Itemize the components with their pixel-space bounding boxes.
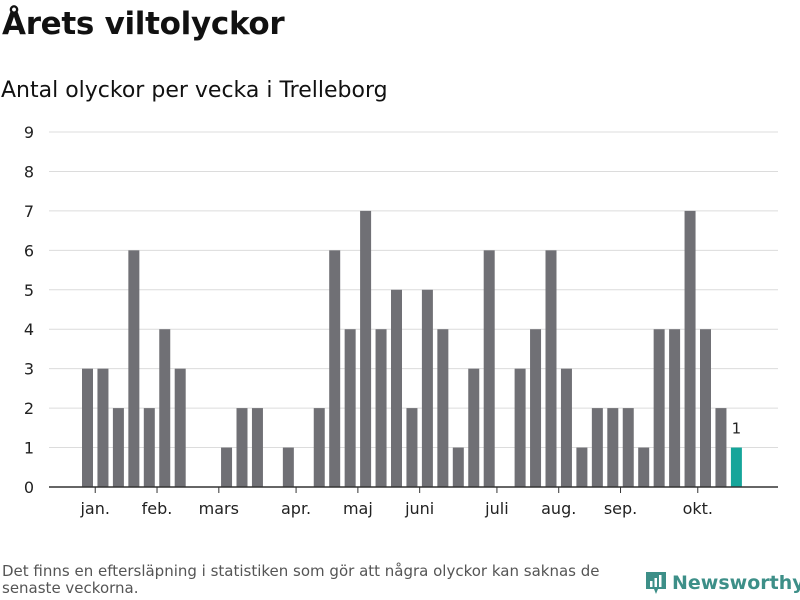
bar <box>391 289 402 487</box>
bar <box>421 289 433 487</box>
brand-name: Newsworthy <box>672 572 800 594</box>
chart-title: Årets viltolyckor <box>2 6 285 42</box>
bar <box>282 447 294 487</box>
bar <box>638 447 650 487</box>
bar <box>530 329 542 487</box>
x-tick-label: juli <box>484 499 508 518</box>
x-tick-label: feb. <box>142 499 173 518</box>
y-tick-label: 5 <box>24 281 34 300</box>
y-tick-label: 7 <box>24 202 34 221</box>
bar <box>700 329 711 487</box>
x-tick-label: apr. <box>281 499 311 518</box>
bar <box>622 408 634 487</box>
y-tick-label: 6 <box>24 241 34 260</box>
bar <box>97 368 109 487</box>
x-tick-label: okt. <box>683 499 713 518</box>
bar <box>251 408 263 487</box>
bar <box>329 250 341 487</box>
y-tick-label: 1 <box>24 439 34 458</box>
bar <box>128 250 140 487</box>
x-tick-label: maj <box>343 499 373 518</box>
bar <box>82 368 93 487</box>
bar <box>236 408 248 487</box>
x-tick-label: juni <box>404 499 434 518</box>
y-tick-label: 9 <box>24 123 34 142</box>
brand-logo[interactable]: Newsworthy <box>644 570 800 596</box>
chart-subtitle: Antal olyckor per vecka i Trelleborg <box>1 78 388 103</box>
bar <box>607 408 619 487</box>
bar <box>360 210 372 487</box>
bar <box>143 408 155 487</box>
newsworthy-chart-icon <box>646 572 666 594</box>
bar <box>576 447 588 487</box>
bar-chart: 0 1 2 3 4 5 6 7 8 9 1 jan. feb. mars apr. maj juni juli au… <box>24 123 778 518</box>
bar <box>669 329 681 487</box>
bar <box>715 408 727 487</box>
bar <box>591 408 603 487</box>
x-tick-label: aug. <box>541 499 576 518</box>
y-tick-label: 0 <box>24 478 34 497</box>
bar <box>174 368 186 487</box>
x-tick-label: sep. <box>604 499 637 518</box>
bar <box>468 368 480 487</box>
bar <box>560 368 572 487</box>
bar <box>437 329 449 487</box>
bar <box>406 408 418 487</box>
bar <box>313 408 325 487</box>
bar <box>221 447 233 487</box>
y-tick-label: 8 <box>24 162 34 181</box>
bar <box>514 368 526 487</box>
bar <box>375 329 387 487</box>
bar <box>545 250 557 487</box>
footnote: Det finns en eftersläpning i statistiken… <box>2 562 600 597</box>
bar <box>483 250 495 487</box>
bar-highlight <box>730 447 742 487</box>
x-tick-label: mars <box>199 499 239 518</box>
data-label: 1 <box>732 420 742 438</box>
bar <box>684 210 696 487</box>
bar <box>159 329 171 487</box>
y-tick-label: 4 <box>24 320 34 339</box>
y-tick-label: 2 <box>24 399 34 418</box>
bar <box>344 329 356 487</box>
x-tick-label: jan. <box>79 499 109 518</box>
bar <box>112 408 124 487</box>
bar <box>452 447 464 487</box>
y-tick-label: 3 <box>24 360 34 379</box>
bar <box>653 329 665 487</box>
